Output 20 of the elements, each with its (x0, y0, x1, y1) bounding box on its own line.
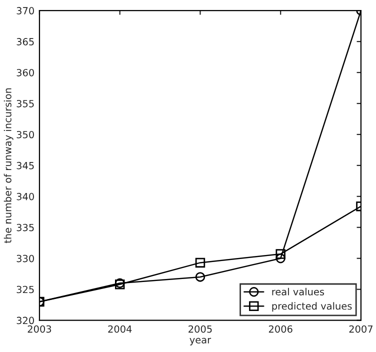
x-axis-title: year (190, 338, 212, 346)
y-tick-label: 340 (16, 192, 34, 200)
y-tick-label: 335 (16, 224, 34, 232)
y-tick-label: 350 (16, 130, 34, 138)
y-tick-label: 365 (16, 38, 34, 46)
y-tick-label: 360 (16, 68, 34, 76)
y-tick-label: 370 (16, 7, 34, 14)
y-axis-title: the number of runway incursion (4, 88, 14, 244)
x-tick-label: 2005 (188, 325, 212, 333)
x-tick-label: 2003 (28, 325, 52, 333)
x-tick-label: 2006 (268, 325, 292, 333)
y-tick-label: 325 (16, 286, 34, 294)
legend-label: predicted values (272, 302, 352, 312)
x-tick-label: 2004 (108, 325, 132, 333)
y-tick-label: 345 (16, 162, 34, 170)
x-tick-label: 2007 (349, 325, 372, 333)
y-tick-label: 320 (16, 316, 34, 324)
legend-label: real values (272, 288, 324, 296)
y-tick-label: 330 (16, 254, 34, 262)
y-tick-label: 355 (16, 100, 34, 108)
